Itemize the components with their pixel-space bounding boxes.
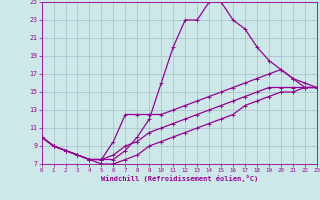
X-axis label: Windchill (Refroidissement éolien,°C): Windchill (Refroidissement éolien,°C) <box>100 175 258 182</box>
